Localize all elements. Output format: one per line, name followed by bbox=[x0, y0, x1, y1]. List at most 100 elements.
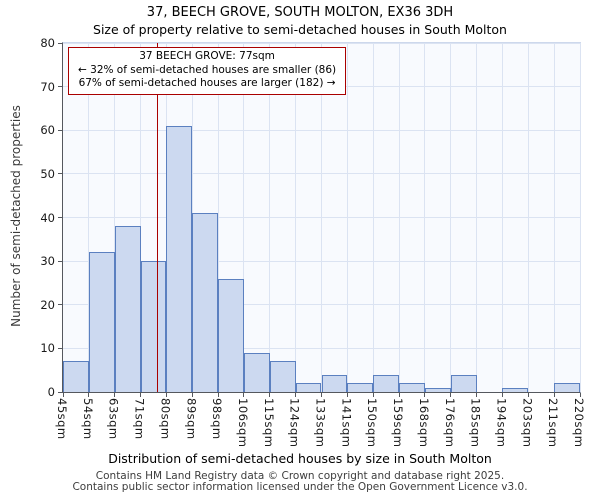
y-tick-mark bbox=[58, 42, 62, 44]
x-tick-mark bbox=[527, 393, 529, 397]
histogram-bar bbox=[424, 387, 451, 392]
marker-annotation-box: 37 BEECH GROVE: 77sqm ← 32% of semi-deta… bbox=[68, 47, 347, 95]
y-tick-label: 40 bbox=[40, 210, 55, 225]
v-gridline bbox=[553, 43, 555, 392]
v-gridline bbox=[476, 43, 478, 392]
x-tick-mark bbox=[217, 393, 219, 397]
histogram-bar bbox=[399, 383, 425, 392]
annotation-line-2: ← 32% of semi-detached houses are smalle… bbox=[78, 63, 337, 76]
x-tick-mark bbox=[88, 393, 90, 397]
histogram-bar bbox=[218, 278, 244, 392]
histogram-bar bbox=[192, 213, 219, 392]
v-gridline bbox=[114, 43, 116, 392]
x-tick-mark bbox=[553, 393, 555, 397]
x-tick-mark bbox=[321, 393, 322, 397]
v-gridline bbox=[346, 43, 348, 392]
chart-subtitle: Size of property relative to semi-detach… bbox=[93, 22, 507, 37]
histogram-bar bbox=[321, 374, 348, 392]
x-tick-label: 133sqm bbox=[313, 398, 328, 448]
x-tick-mark bbox=[346, 393, 348, 397]
histogram-bar bbox=[166, 125, 193, 392]
histogram-bar bbox=[554, 383, 580, 392]
v-gridline bbox=[450, 43, 452, 392]
property-marker-line bbox=[157, 43, 159, 392]
x-tick-mark bbox=[140, 393, 142, 397]
histogram-bar bbox=[88, 252, 115, 392]
x-tick-mark bbox=[114, 393, 116, 397]
x-tick-mark bbox=[62, 393, 64, 397]
y-tick-label: 30 bbox=[40, 254, 55, 269]
v-gridline bbox=[501, 43, 503, 392]
x-axis-label: Distribution of semi-detached houses by … bbox=[108, 451, 492, 466]
x-tick-label: 89sqm bbox=[184, 398, 199, 440]
x-tick-mark bbox=[165, 393, 167, 397]
x-tick-label: 115sqm bbox=[261, 398, 276, 448]
y-tick-mark bbox=[58, 173, 62, 175]
footer-attribution-2: Contains public sector information licen… bbox=[72, 481, 528, 493]
x-tick-label: 71sqm bbox=[132, 398, 147, 440]
annotation-line-1: 37 BEECH GROVE: 77sqm bbox=[139, 50, 275, 62]
y-tick-label: 20 bbox=[40, 297, 55, 312]
x-tick-label: 63sqm bbox=[106, 398, 121, 440]
v-gridline bbox=[372, 43, 374, 392]
histogram-bar bbox=[114, 226, 141, 392]
x-tick-label: 45sqm bbox=[55, 398, 69, 440]
y-tick-label: 60 bbox=[40, 123, 55, 138]
y-tick-mark bbox=[58, 86, 62, 88]
x-tick-label: 220sqm bbox=[572, 398, 586, 448]
y-tick-label: 80 bbox=[40, 36, 55, 50]
x-tick-label: 176sqm bbox=[442, 398, 457, 448]
plot-area bbox=[62, 42, 581, 393]
x-tick-mark bbox=[579, 393, 581, 397]
x-tick-label: 150sqm bbox=[365, 398, 380, 448]
x-tick-label: 98sqm bbox=[210, 398, 225, 440]
x-tick-label: 124sqm bbox=[287, 398, 302, 448]
v-gridline bbox=[140, 43, 142, 392]
y-tick-mark bbox=[58, 129, 62, 131]
histogram-bar bbox=[269, 361, 296, 392]
histogram-bar bbox=[243, 352, 270, 392]
x-tick-label: 211sqm bbox=[546, 398, 561, 448]
x-tick-label: 141sqm bbox=[339, 398, 354, 448]
x-tick-label: 194sqm bbox=[494, 398, 509, 448]
x-tick-label: 106sqm bbox=[235, 398, 250, 448]
v-gridline bbox=[424, 43, 426, 392]
x-tick-mark bbox=[501, 393, 503, 397]
y-tick-label: 50 bbox=[40, 166, 55, 181]
y-tick-label: 0 bbox=[47, 385, 55, 399]
x-tick-mark bbox=[372, 393, 374, 397]
y-tick-label: 10 bbox=[40, 341, 55, 356]
x-tick-label: 80sqm bbox=[158, 398, 173, 440]
y-tick-mark bbox=[58, 217, 62, 218]
x-tick-mark bbox=[243, 393, 245, 397]
histogram-bar bbox=[373, 374, 400, 392]
histogram-bar bbox=[295, 383, 322, 392]
v-gridline bbox=[398, 43, 400, 392]
x-tick-mark bbox=[450, 393, 452, 397]
v-gridline bbox=[527, 43, 529, 392]
x-tick-label: 54sqm bbox=[80, 398, 95, 440]
histogram-bar bbox=[502, 387, 529, 392]
x-tick-mark bbox=[269, 393, 271, 397]
v-gridline bbox=[295, 43, 297, 392]
histogram-bar bbox=[63, 361, 89, 392]
x-tick-label: 168sqm bbox=[416, 398, 431, 448]
histogram-bar bbox=[347, 383, 374, 392]
x-tick-mark bbox=[295, 393, 297, 397]
x-tick-mark bbox=[191, 393, 193, 397]
x-tick-mark bbox=[476, 393, 478, 397]
v-gridline bbox=[217, 43, 219, 392]
y-tick-mark bbox=[58, 391, 62, 393]
x-tick-mark bbox=[398, 393, 400, 397]
footer-attribution-1: Contains HM Land Registry data © Crown c… bbox=[95, 470, 505, 482]
x-tick-label: 203sqm bbox=[520, 398, 535, 448]
histogram-bar bbox=[140, 261, 167, 392]
x-tick-label: 159sqm bbox=[391, 398, 406, 448]
y-tick-mark bbox=[58, 347, 62, 349]
y-tick-label: 70 bbox=[40, 79, 55, 94]
y-tick-mark bbox=[58, 304, 62, 306]
v-gridline bbox=[88, 43, 90, 392]
histogram-bar bbox=[450, 374, 477, 392]
v-gridline bbox=[579, 43, 581, 392]
